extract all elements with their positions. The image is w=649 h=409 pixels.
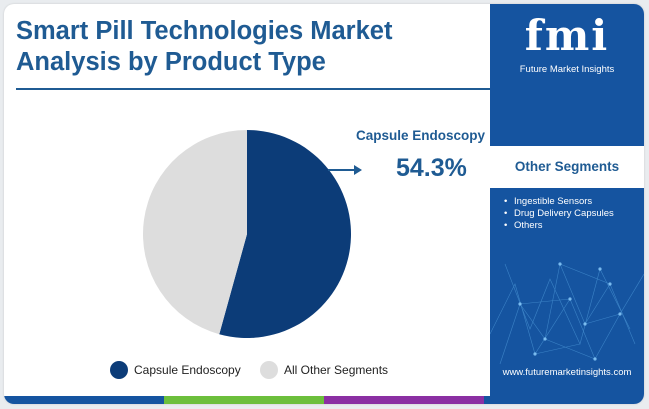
list-item: Drug Delivery Capsules bbox=[504, 208, 614, 220]
pie-chart bbox=[143, 130, 362, 338]
legend-swatch-capsule-endoscopy bbox=[110, 361, 128, 379]
network-decoration bbox=[490, 262, 644, 365]
pie-slice-capsule-endoscopy bbox=[219, 130, 352, 338]
list-item: Others bbox=[504, 220, 614, 232]
logo-wordmark: fmi bbox=[524, 11, 610, 60]
other-segments-list: Ingestible Sensors Drug Delivery Capsule… bbox=[504, 196, 614, 232]
brand-sidebar: fmi Future Market Insights Other Segment… bbox=[490, 4, 644, 396]
other-segments-header: Other Segments bbox=[490, 146, 644, 188]
other-segments-title: Other Segments bbox=[514, 159, 620, 174]
accent-bar-segment bbox=[4, 396, 164, 404]
callout-label: Capsule Endoscopy bbox=[356, 128, 486, 143]
callout-arrow bbox=[328, 165, 362, 175]
legend-label-capsule-endoscopy: Capsule Endoscopy bbox=[134, 363, 241, 377]
infographic-card: Smart Pill Technologies Market Analysis … bbox=[4, 4, 644, 404]
title-divider bbox=[16, 88, 491, 90]
callout-value: 54.3% bbox=[396, 154, 467, 182]
chart-title: Smart Pill Technologies Market Analysis … bbox=[16, 17, 393, 76]
website-url: www.futuremarketinsights.com bbox=[502, 367, 632, 378]
pie-slices-group bbox=[143, 130, 352, 338]
legend-swatch-all-other-segments bbox=[260, 361, 278, 379]
fmi-logo: fmi Future Market Insights bbox=[490, 12, 644, 82]
logo-caption: Future Market Insights bbox=[519, 64, 615, 75]
list-item: Ingestible Sensors bbox=[504, 196, 614, 208]
accent-bar-segment bbox=[324, 396, 484, 404]
accent-bar-segment bbox=[164, 396, 324, 404]
accent-bar-segment bbox=[484, 396, 644, 404]
pie-slice-all-other-segments bbox=[143, 130, 247, 335]
legend-label-all-other-segments: All Other Segments bbox=[284, 363, 389, 377]
accent-bar bbox=[4, 396, 644, 404]
